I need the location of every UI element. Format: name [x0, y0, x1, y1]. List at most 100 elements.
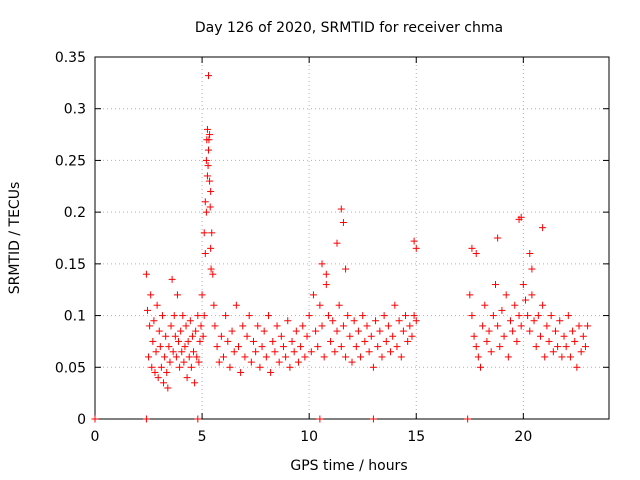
data-point [536, 332, 544, 340]
data-point [357, 353, 365, 361]
data-point [397, 353, 405, 361]
data-point [195, 358, 203, 366]
data-point [222, 312, 230, 320]
data-point [376, 327, 384, 335]
x-tick-label: 15 [407, 429, 425, 445]
data-point [185, 353, 193, 361]
data-point [186, 317, 194, 325]
data-point [230, 348, 238, 356]
data-point [342, 265, 350, 273]
data-point [258, 343, 266, 351]
data-point [184, 337, 192, 345]
data-point [224, 337, 232, 345]
data-point [391, 301, 399, 309]
data-point [151, 368, 159, 376]
data-point [207, 244, 215, 252]
data-point [530, 317, 538, 325]
data-point [260, 327, 268, 335]
data-point [387, 348, 395, 356]
data-point [468, 244, 476, 252]
data-point [329, 317, 337, 325]
x-axis-label: GPS time / hours [290, 458, 407, 474]
data-point [369, 363, 377, 371]
data-point [337, 205, 345, 213]
data-point [547, 312, 555, 320]
data-point [197, 322, 205, 330]
data-point [517, 213, 525, 221]
data-point [554, 343, 562, 351]
data-point [165, 343, 173, 351]
data-point [173, 291, 181, 299]
data-point [292, 327, 300, 335]
data-point [179, 312, 187, 320]
data-point [526, 250, 534, 258]
data-point [142, 415, 150, 423]
data-point [247, 358, 255, 366]
data-point [161, 353, 169, 361]
data-point [154, 374, 162, 382]
data-point [571, 337, 579, 345]
data-point [232, 301, 240, 309]
data-point [273, 322, 281, 330]
data-point [205, 136, 213, 144]
data-point [331, 348, 339, 356]
data-point [479, 322, 487, 330]
data-point [363, 322, 371, 330]
data-point [228, 327, 236, 335]
data-point [200, 229, 208, 237]
data-point [335, 301, 343, 309]
data-point [562, 343, 570, 351]
y-axis-label: SRMTID / TECUs [7, 182, 23, 295]
y-tick-label: 0.25 [55, 153, 86, 169]
data-point [352, 343, 360, 351]
data-point [318, 260, 326, 268]
data-point [153, 301, 161, 309]
data-point [496, 343, 504, 351]
data-point [342, 353, 350, 361]
data-point [143, 306, 151, 314]
data-point [466, 291, 474, 299]
data-point [202, 208, 210, 216]
data-point [509, 327, 517, 335]
y-tick-label: 0.05 [55, 360, 86, 376]
data-point [91, 415, 99, 423]
data-point [206, 203, 214, 211]
data-point [282, 353, 290, 361]
data-point [267, 368, 275, 376]
data-point [314, 343, 322, 351]
y-tick-label: 0.1 [64, 309, 86, 325]
data-point [575, 322, 583, 330]
data-point [506, 317, 514, 325]
data-point [487, 348, 495, 356]
data-point [180, 358, 188, 366]
chart-title: Day 126 of 2020, SRMTID for receiver chm… [195, 20, 503, 36]
data-point [534, 312, 542, 320]
data-point [152, 348, 160, 356]
data-point [294, 358, 302, 366]
data-point [269, 337, 277, 345]
data-point [406, 322, 414, 330]
data-point [288, 337, 296, 345]
data-point [203, 172, 211, 180]
data-point [256, 363, 264, 371]
data-point [203, 125, 211, 133]
data-point [194, 312, 202, 320]
data-point [169, 348, 177, 356]
y-tick-label: 0.3 [64, 102, 86, 118]
data-point [249, 337, 257, 345]
data-point [359, 312, 367, 320]
data-point [176, 363, 184, 371]
data-point [142, 270, 150, 278]
data-point [494, 322, 502, 330]
data-point [539, 224, 547, 232]
data-point [239, 322, 247, 330]
data-point [204, 162, 212, 170]
data-point [389, 332, 397, 340]
data-point [344, 312, 352, 320]
data-point [404, 337, 412, 345]
data-point [307, 348, 315, 356]
data-point [264, 312, 272, 320]
data-point [208, 229, 216, 237]
data-point [498, 306, 506, 314]
